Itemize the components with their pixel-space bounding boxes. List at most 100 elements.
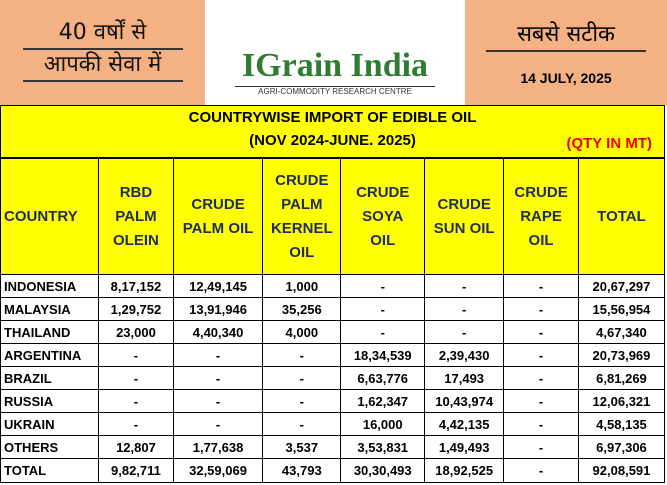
column-header-line: CRUDE bbox=[356, 183, 410, 201]
cell: - bbox=[262, 389, 342, 413]
cell: 23,000 bbox=[98, 320, 174, 344]
cell: - bbox=[98, 366, 174, 390]
cell: - bbox=[340, 320, 426, 344]
cell: 3,537 bbox=[262, 435, 342, 459]
cell: - bbox=[262, 412, 342, 436]
column-header-line: KERNEL bbox=[270, 219, 333, 237]
logo-subtitle: AGRI-COMMODITY RESEARCH CENTRE bbox=[235, 86, 435, 96]
date: 14 JULY, 2025 bbox=[520, 70, 612, 86]
column-header: CRUDE SUN OIL bbox=[424, 158, 505, 275]
cell: 10,43,974 bbox=[424, 389, 505, 413]
cell: - bbox=[503, 297, 579, 321]
cell: 1,77,638 bbox=[172, 435, 264, 459]
cell: 6,81,269 bbox=[577, 366, 666, 390]
row-label: ARGENTINA bbox=[0, 343, 100, 367]
cell: - bbox=[98, 343, 174, 367]
import-table: COUNTRY RBD PALM OLEIN CRUDE PALM OIL CRUDE PAL… bbox=[0, 158, 666, 483]
column-header: CRUDE SOYA OIL bbox=[340, 158, 426, 275]
table-row: INDONESIA 8,17,152 12,49,145 1,000- - -20,67,… bbox=[0, 274, 666, 298]
column-header: TOTAL bbox=[577, 158, 666, 275]
cell: 3,53,831 bbox=[340, 435, 426, 459]
cell: - bbox=[424, 320, 505, 344]
cell: - bbox=[503, 274, 579, 298]
row-label: OTHERS bbox=[0, 435, 100, 459]
cell: 1,29,752 bbox=[98, 297, 174, 321]
cell: 18,92,525 bbox=[424, 458, 505, 483]
row-label: BRAZIL bbox=[0, 366, 100, 390]
column-header-line: CRUDE bbox=[275, 171, 329, 189]
cell: 20,67,297 bbox=[577, 274, 666, 298]
cell: - bbox=[503, 412, 579, 436]
cell: - bbox=[503, 320, 579, 344]
column-header-line: OIL bbox=[528, 231, 554, 249]
tagline: 40 वर्षों से आपकी सेवा में bbox=[0, 0, 205, 105]
column-header: CRUDE PALM KERNEL OIL bbox=[262, 158, 342, 275]
cell: - bbox=[340, 274, 426, 298]
cell: 1,49,493 bbox=[424, 435, 505, 459]
cell: 32,59,069 bbox=[172, 458, 264, 483]
row-label: TOTAL bbox=[0, 458, 100, 483]
column-header-line: CRUDE bbox=[437, 195, 491, 213]
cell: 43,793 bbox=[262, 458, 342, 483]
cell: 12,49,145 bbox=[172, 274, 264, 298]
title: COUNTRYWISE IMPORT OF EDIBLE OIL bbox=[188, 109, 477, 126]
cell: - bbox=[503, 458, 579, 483]
cell: 6,97,306 bbox=[577, 435, 666, 459]
column-header-line: COUNTRY bbox=[4, 207, 78, 225]
cell: - bbox=[424, 274, 505, 298]
row-label: THAILAND bbox=[0, 320, 100, 344]
table-row: UKRAIN - - -16,000 4,42,135-4,58,135 bbox=[0, 412, 666, 436]
tagline-line: आपकी सेवा में bbox=[22, 50, 183, 82]
cell: 16,000 bbox=[340, 412, 426, 436]
row-label: INDONESIA bbox=[0, 274, 100, 298]
slogan: सबसे सटीक bbox=[486, 20, 646, 52]
cell: 35,256 bbox=[262, 297, 342, 321]
table-row: RUSSIA - - -1,62,347 10,43,974-12,06,321 bbox=[0, 389, 666, 413]
logo-title: IGrain India bbox=[241, 47, 429, 84]
cell: - bbox=[424, 297, 505, 321]
header-row: COUNTRY RBD PALM OLEIN CRUDE PALM OIL CRUDE PAL… bbox=[0, 158, 666, 275]
logo: IGrain India AGRI-COMMODITY RESEARCH CEN… bbox=[205, 0, 465, 105]
cell: 4,40,340 bbox=[172, 320, 264, 344]
table-row: ARGENTINA - - -18,34,539 2,39,430-20,73,969 bbox=[0, 343, 666, 367]
title-band: COUNTRYWISE IMPORT OF EDIBLE OIL (NOV 20… bbox=[0, 105, 665, 158]
row-label: UKRAIN bbox=[0, 412, 100, 436]
cell: - bbox=[172, 389, 264, 413]
cell: 9,82,711 bbox=[98, 458, 174, 483]
column-header-line: PALM bbox=[115, 207, 157, 225]
cell: - bbox=[340, 297, 426, 321]
table-row: TOTAL 9,82,711 32,59,069 43,793 30,30,493 18,… bbox=[0, 458, 666, 483]
column-header: CRUDE PALM OIL bbox=[172, 158, 264, 275]
tagline-line: 40 वर्षों से bbox=[22, 18, 183, 50]
right-box: सबसे सटीक 14 JULY, 2025 bbox=[465, 0, 667, 105]
column-header: CRUDE RAPE OIL bbox=[503, 158, 579, 275]
cell: - bbox=[262, 366, 342, 390]
table-row: THAILAND 23,000 4,40,340 4,000- - -4,67,340 bbox=[0, 320, 666, 344]
column-header-line: PALM OIL bbox=[182, 219, 254, 237]
cell: - bbox=[172, 366, 264, 390]
unit: (QTY IN MT) bbox=[566, 135, 652, 152]
column-header-line: RAPE bbox=[520, 207, 562, 225]
column-header-line: TOTAL bbox=[597, 207, 646, 225]
column-header-line: CRUDE bbox=[191, 195, 245, 213]
cell: - bbox=[503, 435, 579, 459]
column-header-line: SOYA bbox=[362, 207, 404, 225]
cell: 92,08,591 bbox=[577, 458, 666, 483]
header: 40 वर्षों से आपकी सेवा में IGrain India … bbox=[0, 0, 667, 105]
cell: 12,807 bbox=[98, 435, 174, 459]
column-header-line: OIL bbox=[289, 243, 315, 261]
cell: - bbox=[503, 343, 579, 367]
cell: 1,62,347 bbox=[340, 389, 426, 413]
column-header-line: PALM bbox=[281, 195, 323, 213]
cell: - bbox=[98, 389, 174, 413]
cell: 12,06,321 bbox=[577, 389, 666, 413]
column-header: COUNTRY bbox=[0, 158, 100, 275]
cell: 8,17,152 bbox=[98, 274, 174, 298]
table-row: BRAZIL - - -6,63,776 17,493-6,81,269 bbox=[0, 366, 666, 390]
row-label: RUSSIA bbox=[0, 389, 100, 413]
cell: 4,58,135 bbox=[577, 412, 666, 436]
cell: - bbox=[98, 412, 174, 436]
subtitle: (NOV 2024-JUNE. 2025) bbox=[249, 132, 416, 149]
cell: 4,42,135 bbox=[424, 412, 505, 436]
